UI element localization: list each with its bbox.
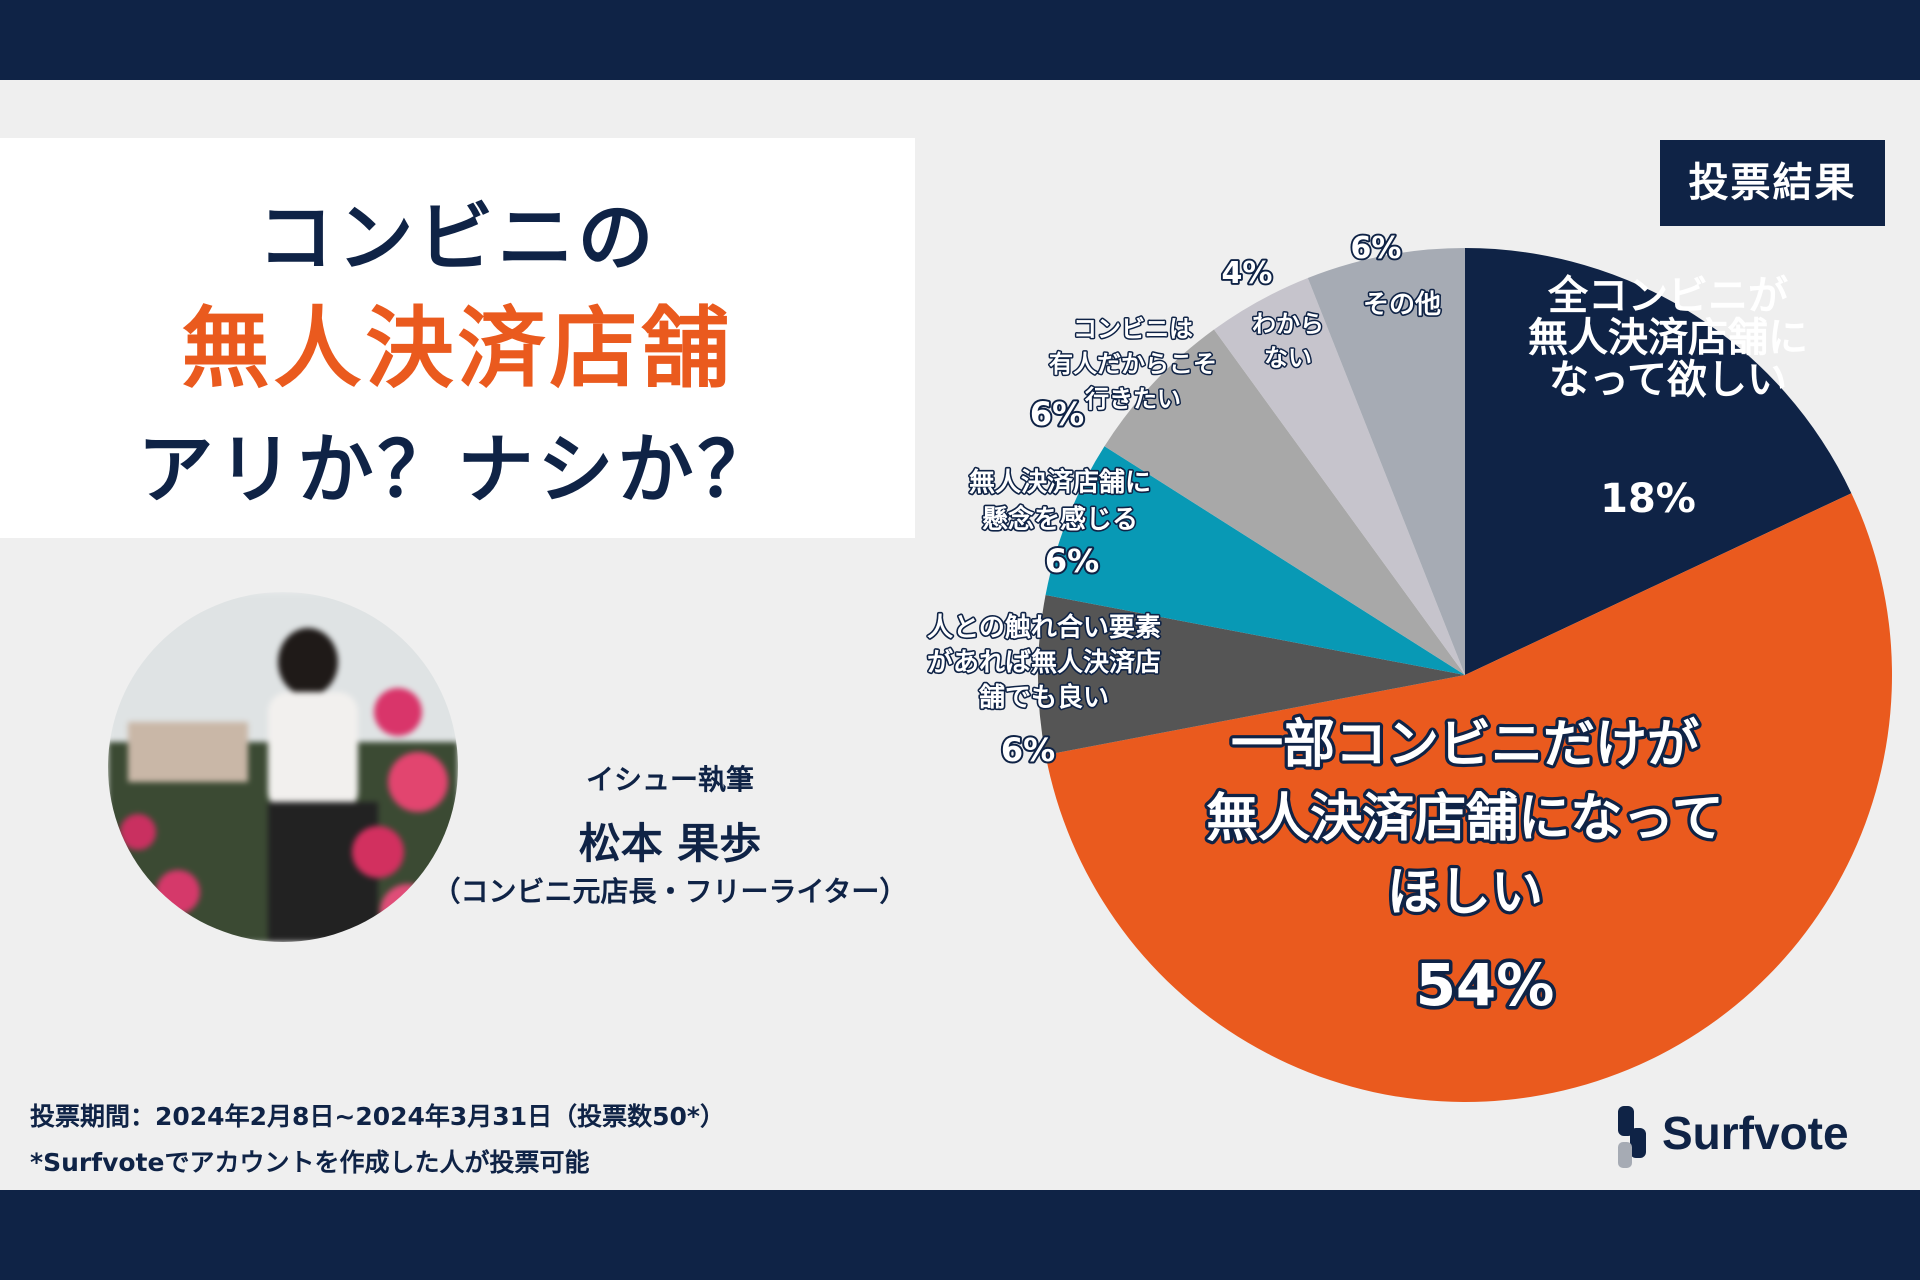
slice-percent: 54% (1416, 951, 1555, 1019)
voting-period: 投票期間：2024年2月8日~2024年3月31日（投票数50*） (30, 1102, 725, 1131)
slice-percent: 18% (1600, 476, 1696, 522)
slice-label: 人との触れ合い要素があれば無人決済店舗でも良い (927, 612, 1161, 713)
author-name: 松本 果歩 (578, 819, 762, 868)
slice-label: わからない (1252, 310, 1324, 372)
slice-label: 全コンビニが無人決済店舗になって欲しい (1528, 273, 1808, 403)
slice-percent: 6% (1001, 731, 1055, 769)
title-card: コンビニの 無人決済店舗 アリか？ナシか？ (0, 138, 915, 538)
bottom-band (0, 1190, 1920, 1280)
results-badge: 投票結果 (1660, 140, 1885, 226)
title-line-1: コンビニの (257, 193, 658, 282)
pie-slice (1045, 493, 1892, 1102)
pie-slice (1045, 446, 1465, 675)
surfvote-logo: Surfvote (1612, 1102, 1912, 1172)
pie-slice (1307, 248, 1465, 675)
surfvote-logo-text: Surfvote (1662, 1107, 1849, 1159)
surfvote-logo-icon (1618, 1106, 1646, 1168)
title-line-3: アリか？ナシか？ (137, 425, 778, 514)
author-photo (108, 592, 458, 942)
slice-label: コンビニは有人だからこそ行きたい (1049, 315, 1217, 413)
pie-slice (1104, 329, 1465, 675)
voting-note: *Surfvoteでアカウントを作成した人が投票可能 (30, 1148, 590, 1177)
author-description: （コンビニ元店長・フリーライター） (432, 875, 908, 908)
pie-slice (1214, 277, 1465, 675)
slice-percent: 6% (1045, 542, 1099, 580)
slice-percent: 6% (1351, 231, 1402, 266)
slice-label: その他 (1363, 290, 1441, 320)
slice-percent: 6% (1030, 395, 1084, 433)
slice-label: 一部コンビニだけが無人決済店舗になってほしい (1206, 715, 1723, 923)
pie-slice (1465, 248, 1852, 675)
pie-slice (1038, 594, 1465, 756)
slice-label: 無人決済店舗に懸念を感じる (969, 467, 1151, 535)
author-role: イシュー執筆 (585, 763, 754, 796)
slice-percent: 4% (1222, 256, 1273, 291)
title-line-2: 無人決済店舗 (181, 297, 734, 400)
top-band (0, 0, 1920, 80)
